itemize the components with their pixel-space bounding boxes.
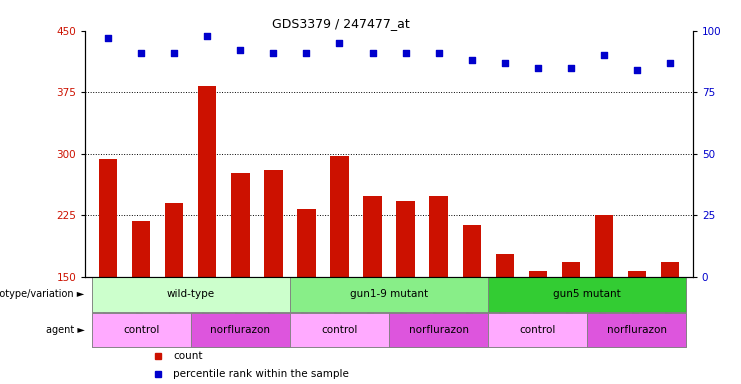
FancyBboxPatch shape xyxy=(488,313,587,347)
Text: percentile rank within the sample: percentile rank within the sample xyxy=(173,369,349,379)
Text: GSM323086: GSM323086 xyxy=(467,276,476,323)
Text: GSM323077: GSM323077 xyxy=(170,276,179,323)
Point xyxy=(301,50,313,56)
FancyBboxPatch shape xyxy=(191,313,290,347)
Text: GSM323083: GSM323083 xyxy=(368,276,377,323)
Bar xyxy=(496,254,514,276)
Text: agent ►: agent ► xyxy=(46,325,84,335)
Text: control: control xyxy=(123,325,159,335)
Text: GSM323090: GSM323090 xyxy=(599,276,608,323)
Text: GSM323080: GSM323080 xyxy=(269,276,278,323)
Text: norflurazon: norflurazon xyxy=(210,325,270,335)
Text: control: control xyxy=(322,325,358,335)
Point xyxy=(565,65,576,71)
Text: GSM323075: GSM323075 xyxy=(104,276,113,323)
Text: gun1-9 mutant: gun1-9 mutant xyxy=(350,290,428,300)
Text: GSM323085: GSM323085 xyxy=(434,276,443,323)
Point xyxy=(465,57,477,63)
Text: GSM323078: GSM323078 xyxy=(203,276,212,323)
Point xyxy=(202,33,213,39)
Text: GSM323076: GSM323076 xyxy=(137,276,146,323)
Bar xyxy=(99,159,117,276)
Point xyxy=(333,40,345,46)
Text: GSM323088: GSM323088 xyxy=(533,276,542,323)
Point xyxy=(367,50,379,56)
Bar xyxy=(199,86,216,276)
Bar xyxy=(594,215,613,276)
Bar xyxy=(628,271,645,276)
Point xyxy=(136,50,147,56)
Point xyxy=(102,35,114,41)
Bar xyxy=(165,203,184,276)
Point xyxy=(664,60,676,66)
Text: GSM323089: GSM323089 xyxy=(566,276,575,323)
FancyBboxPatch shape xyxy=(92,313,191,347)
Bar xyxy=(265,170,282,276)
Text: GSM323079: GSM323079 xyxy=(236,276,245,323)
FancyBboxPatch shape xyxy=(290,277,488,311)
Bar xyxy=(562,262,579,276)
FancyBboxPatch shape xyxy=(488,277,686,311)
Text: wild-type: wild-type xyxy=(167,290,215,300)
Point xyxy=(631,67,642,73)
Text: GSM323084: GSM323084 xyxy=(401,276,410,323)
Point xyxy=(499,60,511,66)
Bar xyxy=(462,225,481,276)
Bar xyxy=(528,271,547,276)
Point xyxy=(399,50,411,56)
Text: genotype/variation ►: genotype/variation ► xyxy=(0,290,84,300)
Point xyxy=(532,65,544,71)
Text: GSM323092: GSM323092 xyxy=(665,276,674,323)
Text: GSM323091: GSM323091 xyxy=(632,276,641,323)
Title: GDS3379 / 247477_at: GDS3379 / 247477_at xyxy=(271,17,409,30)
FancyBboxPatch shape xyxy=(92,277,290,311)
Text: norflurazon: norflurazon xyxy=(607,325,667,335)
Bar xyxy=(330,156,348,276)
Text: GSM323081: GSM323081 xyxy=(302,276,311,323)
Bar xyxy=(363,196,382,276)
Text: norflurazon: norflurazon xyxy=(408,325,468,335)
FancyBboxPatch shape xyxy=(389,313,488,347)
FancyBboxPatch shape xyxy=(587,313,686,347)
Point xyxy=(234,47,246,53)
Bar xyxy=(297,209,316,276)
Point xyxy=(598,52,610,58)
FancyBboxPatch shape xyxy=(290,313,389,347)
Bar xyxy=(430,196,448,276)
Text: GSM323082: GSM323082 xyxy=(335,276,344,323)
Text: gun5 mutant: gun5 mutant xyxy=(554,290,621,300)
Point xyxy=(433,50,445,56)
Point xyxy=(168,50,180,56)
Text: control: control xyxy=(519,325,556,335)
Text: count: count xyxy=(173,351,203,361)
Bar xyxy=(661,262,679,276)
Bar xyxy=(396,201,415,276)
Text: GSM323087: GSM323087 xyxy=(500,276,509,323)
Bar xyxy=(231,173,250,276)
Bar xyxy=(133,221,150,276)
Point xyxy=(268,50,279,56)
